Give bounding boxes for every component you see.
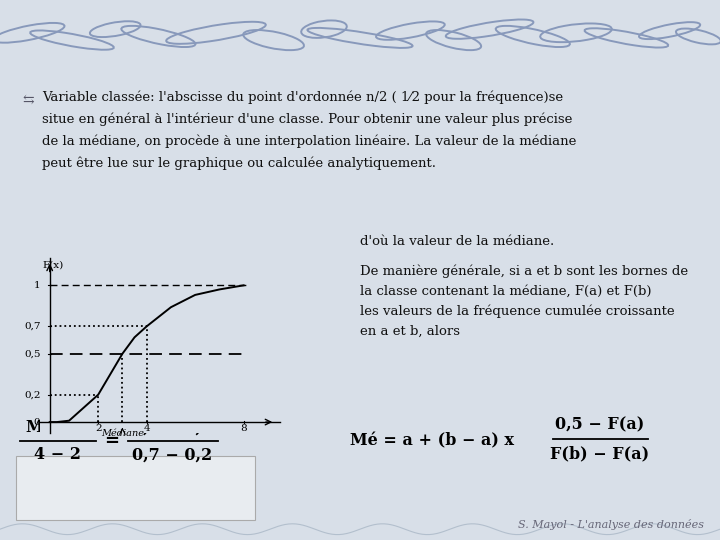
Text: 0,7: 0,7 bbox=[24, 322, 40, 331]
FancyBboxPatch shape bbox=[16, 456, 255, 520]
Text: d'où la valeur de la médiane.: d'où la valeur de la médiane. bbox=[360, 235, 554, 248]
Text: Médiane: Médiane bbox=[101, 429, 144, 438]
Text: Mé = a + (b − a) x: Mé = a + (b − a) x bbox=[350, 433, 514, 449]
Text: 0,5 − 0,2: 0,5 − 0,2 bbox=[132, 420, 212, 436]
Text: ⇆: ⇆ bbox=[22, 93, 34, 107]
Text: la classe contenant la médiane, F(a) et F(b): la classe contenant la médiane, F(a) et … bbox=[360, 285, 652, 298]
Text: 8: 8 bbox=[240, 424, 247, 433]
Text: 0,5: 0,5 bbox=[24, 349, 40, 358]
Text: 0,5 − F(a): 0,5 − F(a) bbox=[555, 416, 644, 434]
Text: 1: 1 bbox=[34, 281, 40, 290]
Text: 0,7 − 0,2: 0,7 − 0,2 bbox=[132, 447, 212, 463]
Text: 4 − 2: 4 − 2 bbox=[35, 447, 81, 463]
Text: 4: 4 bbox=[143, 424, 150, 433]
Text: Mé − 2: Mé − 2 bbox=[26, 420, 90, 436]
Text: 0: 0 bbox=[34, 417, 40, 427]
Text: de la médiane, on procède à une interpolation linéaire. La valeur de la médiane: de la médiane, on procède à une interpol… bbox=[42, 135, 577, 148]
Text: 0,2: 0,2 bbox=[24, 390, 40, 399]
Text: les valeurs de la fréquence cumulée croissante: les valeurs de la fréquence cumulée croi… bbox=[360, 305, 675, 319]
Text: De manière générale, si a et b sont les bornes de: De manière générale, si a et b sont les … bbox=[360, 265, 688, 279]
Text: 2: 2 bbox=[95, 424, 102, 433]
Text: peut être lue sur le graphique ou calculée analytiquement.: peut être lue sur le graphique ou calcul… bbox=[42, 157, 436, 171]
Text: =: = bbox=[104, 432, 120, 450]
Text: situe en général à l'intérieur d'une classe. Pour obtenir une valeur plus précis: situe en général à l'intérieur d'une cla… bbox=[42, 113, 572, 126]
Text: en a et b, alors: en a et b, alors bbox=[360, 325, 460, 338]
Text: Variable classée: l'abscisse du point d'ordonnée n/2 ( 1⁄2 pour la fréquence)se: Variable classée: l'abscisse du point d'… bbox=[42, 91, 563, 104]
Text: S. Mayol - L'analyse des données: S. Mayol - L'analyse des données bbox=[518, 519, 704, 530]
Text: F(b) − F(a): F(b) − F(a) bbox=[550, 446, 649, 462]
Text: F(x): F(x) bbox=[42, 261, 63, 269]
